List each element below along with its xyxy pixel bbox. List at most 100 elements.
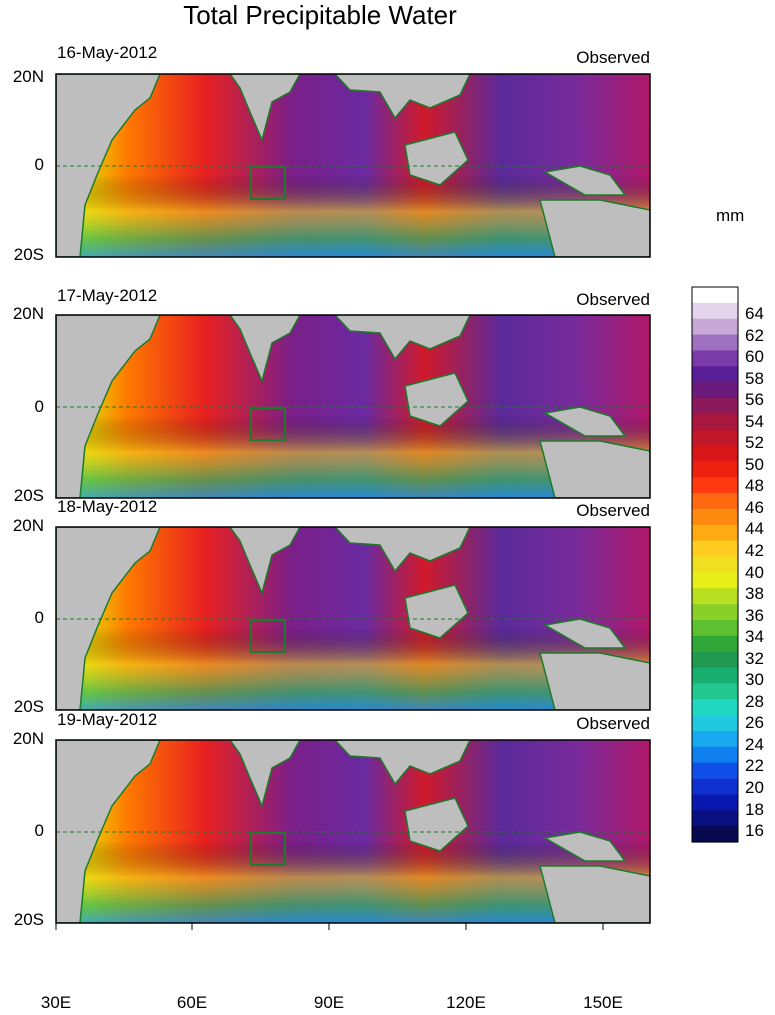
colorbar-label: 44 [745,519,764,539]
panel-2-africa [56,315,161,498]
colorbar-bin [692,302,738,320]
panel-1-africa [56,74,161,257]
colorbar-label: 50 [745,454,764,474]
panel-4-ytick-0: 0 [34,821,44,840]
panel-4-india [229,740,301,809]
panel-4-date: 19-May-2012 [57,710,158,729]
colorbar-bin [692,715,738,732]
colorbar-label: 42 [745,541,764,560]
colorbar-bin [692,477,738,494]
colorbar-bin [692,794,738,811]
colorbar-bin [692,445,738,463]
panel-3-southeast-asia [333,527,471,573]
panel-1-map [56,74,650,257]
colorbar-bin [692,366,738,383]
panel-1-label: Observed [576,48,650,67]
panel-3-india [229,527,301,596]
colorbar-bin [692,509,738,526]
panel-3-new-guinea [542,618,627,649]
panel-4-ytick-20n: 20N [12,729,44,748]
panel-1-ytick-20s: 20S [13,245,44,264]
colorbar-label: 20 [745,777,764,797]
panel-3-australia [539,652,650,710]
panel-3-ytick-20s: 20S [13,697,44,716]
colorbar [691,286,739,843]
xtick-60e: 60E [176,993,208,1012]
panel-3-ytick-20n: 20N [12,516,44,535]
panel-4-new-guinea [542,831,627,862]
colorbar-label: 18 [745,799,764,819]
panel-4-borneo [404,797,469,852]
colorbar-bin [692,826,738,843]
panel-1-new-guinea [542,165,627,196]
colorbar-bin [692,667,738,685]
colorbar-label: 38 [745,584,764,603]
panel-2-map [56,315,650,498]
colorbar-bin [692,461,738,478]
colorbar-label: 36 [745,605,764,625]
panel-2-ytick-0: 0 [34,397,44,416]
panel-1-india [229,74,301,143]
colorbar-bin [692,588,738,605]
panel-3-africa [56,527,161,710]
panel-1-southeast-asia [333,74,471,120]
colorbar-bin [692,413,738,431]
panel-2-ytick-20s: 20S [13,486,44,505]
colorbar-bin [692,382,738,399]
panel-2-date: 17-May-2012 [57,286,158,305]
colorbar-label: 40 [745,562,764,582]
colorbar-label: 30 [745,670,764,690]
colorbar-bin [692,762,738,780]
colorbar-label: 26 [745,713,764,733]
colorbar-bin [692,683,738,700]
colorbar-bin [692,556,738,574]
panel-1-borneo [404,131,469,186]
colorbar-label: 16 [745,821,764,840]
panel-1-date: 16-May-2012 [57,43,158,62]
colorbar-label: 54 [745,411,764,431]
colorbar-frame [691,286,739,843]
panel-2-australia [539,440,650,498]
colorbar-label: 48 [745,476,764,496]
panel-1-ytick-20n: 20N [12,67,44,86]
panel-1-target-box [250,166,286,200]
panel-3-label: Observed [576,501,650,520]
colorbar-bin [692,398,738,415]
colorbar-label: 62 [745,325,764,345]
colorbar-bin [692,429,738,447]
colorbar-label: 32 [745,648,764,668]
panel-2-new-guinea [542,406,627,437]
panel-3-frame [55,526,651,711]
panel-4-africa [56,740,161,923]
x-tick-marks [55,923,604,930]
colorbar-label: 22 [745,756,764,776]
colorbar-label: 58 [745,368,764,388]
colorbar-label: 64 [745,304,764,323]
colorbar-bin [692,334,738,352]
colorbar-bin [692,810,738,827]
panel-1-australia [539,199,650,257]
panel-3-map [56,527,650,710]
xtick-150e: 150E [583,993,623,1012]
panel-2-southeast-asia [333,315,471,361]
colorbar-label: 34 [745,627,764,647]
colorbar-label: 56 [745,390,764,410]
panel-4-target-box [250,832,286,866]
panel-3-date: 18-May-2012 [57,497,158,516]
colorbar-bin [692,731,738,748]
colorbar-bin [692,699,738,716]
colorbar-bin [692,604,738,621]
colorbar-bin [692,572,738,589]
panel-2-ytick-20n: 20N [12,304,44,323]
colorbar-label: 46 [745,497,764,517]
colorbar-bin [692,651,738,669]
panel-3-borneo [404,584,469,639]
colorbar-bin [692,318,738,336]
colorbar-label: 28 [745,691,764,711]
xtick-30e: 30E [40,993,72,1012]
panel-1-frame [55,73,651,258]
colorbar-bin [692,493,738,510]
colorbar-bin [692,350,738,367]
colorbar-label: 52 [745,433,764,453]
